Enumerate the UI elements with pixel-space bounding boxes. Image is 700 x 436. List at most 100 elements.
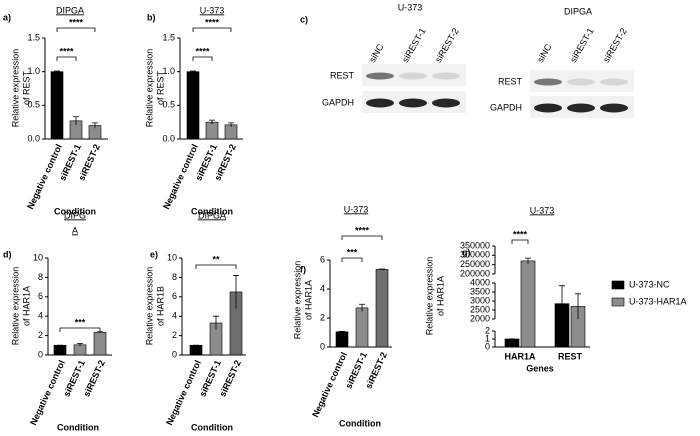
legend-label: U-373-NC — [629, 279, 670, 289]
blot-band — [567, 103, 595, 113]
blot-band — [366, 72, 394, 80]
y-axis-label: of REST — [155, 70, 165, 105]
row-label: GAPDH — [322, 97, 354, 107]
error-bar — [213, 315, 219, 330]
panel-label: e) — [150, 249, 158, 259]
blot-title: DIPGA — [564, 6, 592, 16]
significance-label: **** — [355, 225, 370, 235]
y-tick-label: 0.5 — [162, 100, 175, 110]
error-bar — [73, 116, 79, 125]
y-tick-label: 0 — [38, 349, 43, 359]
error-bar — [359, 303, 365, 312]
error-bar — [525, 257, 531, 264]
y-tick-label: 300000 — [460, 250, 490, 260]
blot-band — [534, 78, 562, 86]
y-tick-label: 2500 — [470, 304, 490, 314]
significance-bracket — [341, 257, 363, 262]
blot-band — [432, 98, 460, 108]
x-axis-label: Condition — [191, 422, 233, 432]
x-axis-label: Condition — [339, 418, 381, 428]
bar — [335, 331, 349, 348]
significance-label: **** — [195, 46, 210, 56]
significance-label: *** — [75, 317, 86, 327]
x-axis-label: Condition — [191, 206, 233, 216]
significance-bracket — [195, 264, 237, 269]
chart-title: DIPGA — [198, 210, 226, 220]
y-axis-label: Relative expression — [144, 267, 154, 346]
y-tick-label: 6 — [38, 291, 43, 301]
blot-band — [600, 103, 628, 113]
significance-label: **** — [205, 17, 220, 27]
blot-band — [399, 98, 427, 108]
legend-swatch — [611, 280, 625, 290]
bar — [189, 344, 203, 356]
y-tick-label: 1 — [485, 333, 490, 343]
panel-label: f) — [300, 264, 306, 274]
significance-bracket — [56, 56, 77, 61]
y-tick-label: 2000 — [470, 313, 490, 323]
significance-label: **** — [513, 229, 528, 239]
blot-title: U-373 — [398, 2, 423, 12]
y-tick-label: 0 — [172, 349, 177, 359]
bar — [205, 121, 219, 140]
y-tick-label: 2 — [172, 330, 177, 340]
y-tick-label: 2 — [38, 330, 43, 340]
significance-bracket — [59, 327, 101, 332]
y-axis-label: Relative expression — [10, 49, 20, 128]
y-tick-label: 6 — [172, 291, 177, 301]
y-tick-label: 3500 — [470, 286, 490, 296]
error-bar — [379, 268, 385, 270]
panel-label: a) — [3, 12, 11, 22]
y-tick-label: 10 — [33, 252, 43, 262]
bar — [186, 71, 200, 140]
panel-label: d) — [3, 249, 12, 259]
error-bar — [190, 70, 196, 73]
row-label: REST — [498, 76, 523, 86]
chart-title: A — [72, 225, 78, 235]
significance-bracket — [511, 239, 529, 244]
error-bar — [575, 293, 581, 319]
y-axis-label: of REST — [21, 70, 31, 105]
y-tick-label: 0 — [485, 341, 490, 351]
error-bar — [339, 330, 345, 333]
y-tick-label: 8 — [38, 272, 43, 282]
significance-bracket — [341, 235, 383, 240]
blot-band — [534, 103, 562, 113]
significance-label: **** — [59, 46, 74, 56]
significance-bracket — [56, 27, 96, 32]
legend-swatch — [611, 297, 625, 307]
y-tick-label: 0.0 — [162, 133, 175, 143]
bar — [50, 71, 64, 140]
error-bar — [209, 119, 215, 125]
y-tick-label: 200000 — [460, 268, 490, 278]
y-tick-label: 2 — [320, 312, 325, 322]
y-axis-label: Relative expression — [144, 49, 154, 128]
y-tick-label: 4 — [172, 311, 177, 321]
error-bar — [233, 275, 239, 309]
significance-bracket — [192, 56, 213, 61]
bar — [224, 124, 238, 140]
bar — [504, 338, 520, 348]
y-axis-label: of HAR1A — [21, 286, 31, 326]
panel-label: g) — [462, 247, 471, 257]
blot-band — [600, 78, 628, 86]
chart-title: DIPGA — [56, 5, 84, 15]
blot-band — [366, 98, 394, 108]
y-tick-label: 4 — [320, 283, 325, 293]
blot-band — [399, 72, 427, 80]
panel-label: c) — [300, 14, 308, 24]
y-axis-label: of HAR1A — [303, 280, 313, 320]
y-axis-label: of HAR1B — [155, 286, 165, 326]
x-tick-label: REST — [558, 351, 583, 361]
blot-strip — [362, 64, 466, 86]
legend-label: U-373-HAR1A — [629, 296, 687, 306]
chart-title: DIPG — [64, 210, 86, 220]
panel-label: b) — [147, 12, 156, 22]
lane-label: siNC — [535, 42, 554, 64]
y-tick-label: 1.5 — [27, 32, 40, 42]
row-label: REST — [330, 70, 355, 80]
y-tick-label: 0.5 — [27, 100, 40, 110]
error-bar — [559, 285, 565, 322]
significance-label: ** — [212, 254, 220, 264]
